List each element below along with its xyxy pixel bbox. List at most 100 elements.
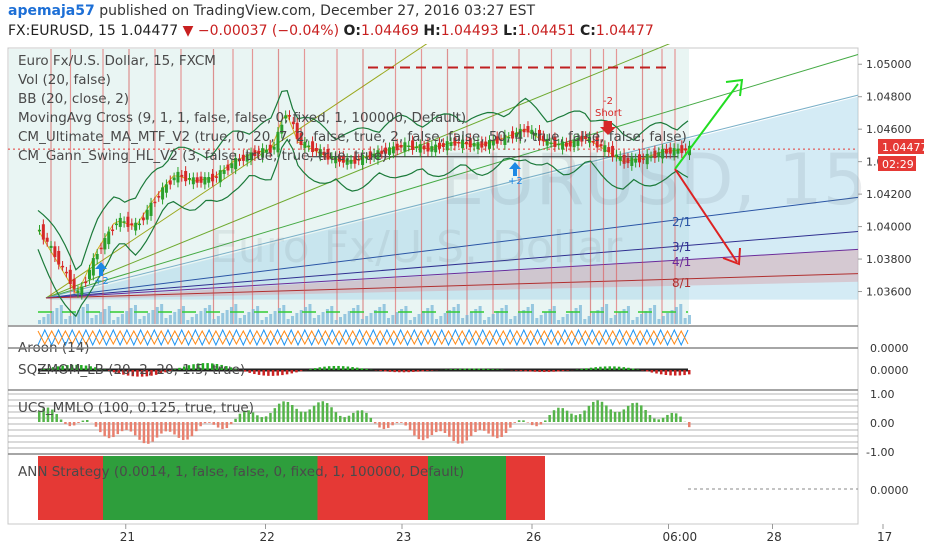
volume-bar	[85, 304, 89, 324]
candle-body	[326, 148, 330, 160]
ucs-bar	[168, 422, 172, 432]
sqzmom-bar	[688, 370, 691, 375]
published-text: published on TradingView.com, December 2…	[99, 3, 536, 19]
candle-body	[491, 140, 495, 146]
ucs-bar	[299, 411, 303, 422]
ucs-bar	[622, 409, 626, 422]
time-axis[interactable]: 21 22 23 26 06:00 28 17	[8, 325, 892, 544]
sqzmom-bar	[412, 370, 415, 372]
ucs-bar	[68, 422, 72, 427]
sqzmom-bar	[253, 370, 256, 375]
ucs-bar	[199, 422, 202, 427]
candle-body	[49, 245, 53, 248]
candle-body	[564, 142, 568, 147]
symbol-label: FX:EURUSD, 15	[8, 23, 116, 39]
sqzmom-bar	[529, 370, 532, 372]
ucs-bar	[408, 422, 412, 431]
candle-body	[411, 140, 415, 150]
candle-body	[595, 136, 599, 148]
open-label: O:	[343, 23, 362, 39]
ucs-bar	[469, 422, 473, 437]
ucs-bar	[557, 407, 560, 422]
volume-bar	[243, 315, 247, 324]
candle-body	[118, 217, 122, 227]
sqzmom-bar	[262, 370, 265, 376]
ucs-bar	[247, 410, 250, 422]
price-tick-label: 1.04800	[866, 91, 912, 104]
sqzmom-bar	[351, 367, 354, 370]
candle-body	[472, 142, 476, 147]
ucs-bar	[291, 405, 294, 422]
sqzmom-bar	[645, 370, 649, 372]
sqzmom-bar	[112, 370, 116, 373]
sqzmom-bar	[557, 370, 560, 372]
sqzmom-bar	[201, 363, 205, 370]
candle-body	[414, 146, 418, 149]
ucs-bar	[120, 422, 124, 432]
low-value: 1.04451	[517, 23, 576, 39]
ucs-bar	[129, 422, 133, 432]
author-name[interactable]: apemaja57	[8, 3, 95, 19]
volume-bar	[173, 312, 177, 324]
ucs-bar	[308, 409, 311, 422]
candle-body	[480, 141, 484, 148]
volume-bar	[461, 318, 465, 324]
ucs-bar	[365, 412, 368, 422]
ucs-bar	[72, 422, 76, 426]
green-trend-arrow[interactable]	[674, 83, 739, 170]
candle-body	[380, 150, 384, 154]
candle-body	[464, 141, 468, 145]
ucs-bar	[295, 408, 298, 422]
ucs-bar	[234, 418, 237, 422]
ucs-bar	[243, 410, 246, 422]
trading-chart[interactable]: EURUSD, 15 Euro Fx/U.S. Dollar Euro Fx/U…	[0, 44, 932, 550]
volume-bar	[72, 313, 76, 324]
candle-body	[461, 139, 465, 149]
candle-body	[407, 145, 411, 148]
ucs-bar	[339, 415, 342, 422]
sqzmom-bar	[468, 368, 471, 370]
volume-bar	[155, 307, 159, 324]
ucs-bar	[391, 422, 394, 426]
candle-body	[141, 217, 145, 221]
volume-bar	[513, 316, 517, 324]
red-trend-arrow[interactable]	[674, 168, 738, 263]
candle-body	[107, 231, 111, 245]
sqzmom-bar	[178, 367, 181, 370]
candle-body	[468, 138, 472, 148]
volume-bar	[282, 305, 286, 324]
candle-body	[449, 142, 453, 146]
volume-bar	[308, 304, 312, 324]
ucs-bar	[103, 422, 106, 437]
sqzmom-bar	[225, 366, 228, 370]
volume-bar	[535, 318, 539, 324]
change-down-icon: ▼	[182, 23, 194, 39]
candle-body	[603, 145, 607, 152]
candle-body	[576, 138, 580, 146]
volume-bar	[413, 317, 417, 324]
ucs-bar	[229, 422, 233, 425]
ucs-bar	[400, 422, 403, 423]
sqzmom-bar	[458, 368, 462, 370]
ucs-bar	[439, 422, 442, 432]
sqzmom-bar	[173, 369, 177, 370]
ucs-bar	[138, 422, 141, 440]
short-arrow-icon	[600, 121, 616, 135]
volume-bar	[208, 305, 212, 324]
ucs-bar	[133, 422, 137, 436]
candle-body	[199, 176, 203, 183]
sqzmom-bar	[337, 365, 340, 370]
candle-body	[553, 137, 557, 147]
ucs-bar	[600, 401, 604, 422]
sqzmom-bar	[145, 370, 149, 377]
candle-body	[668, 147, 672, 154]
high-value: 1.04493	[440, 23, 499, 39]
volume-bar	[587, 316, 591, 324]
study-ma-cross: MovingAvg Cross (9, 1, 1, false, false, …	[18, 110, 466, 126]
ucs-bar	[203, 422, 207, 424]
sqzmom-bar	[215, 364, 219, 370]
sqzmom-bar	[56, 366, 60, 370]
sqzmom-bar	[393, 370, 396, 373]
last-price-tag-text: 1.04477	[882, 141, 928, 154]
sqzmom-bar	[89, 366, 92, 370]
